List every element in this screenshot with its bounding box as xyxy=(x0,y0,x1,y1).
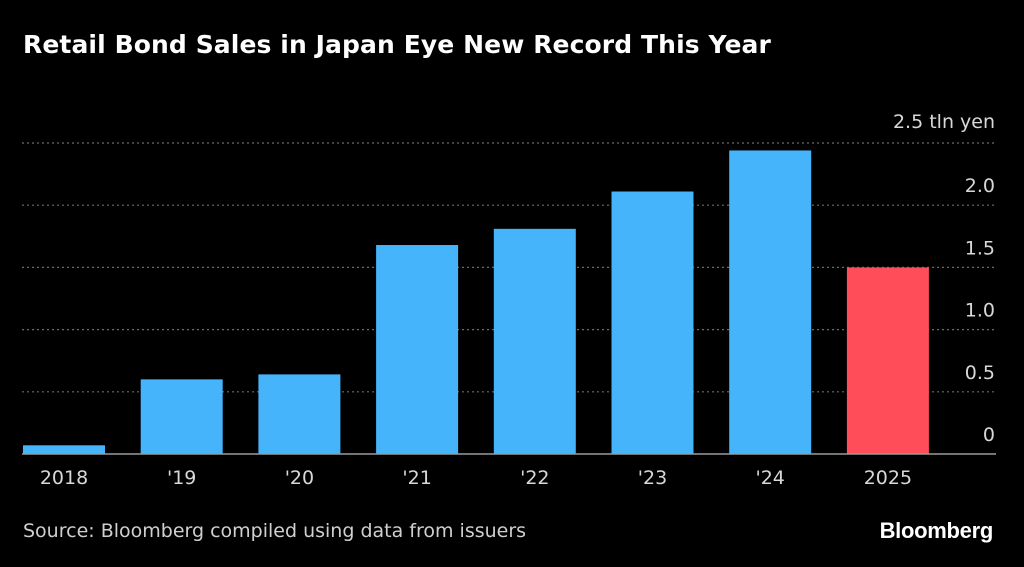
y-tick-label: 1.0 xyxy=(965,300,995,322)
x-tick-label: '19 xyxy=(167,467,196,489)
x-tick-label: '22 xyxy=(520,467,549,489)
bars xyxy=(23,150,929,455)
y-tick-label: 0 xyxy=(983,424,995,446)
bar-7 xyxy=(846,267,929,454)
chart-title: Retail Bond Sales in Japan Eye New Recor… xyxy=(23,30,771,59)
bar-3 xyxy=(376,245,459,454)
x-axis-labels: 2018 '19 '20 '21 '22 '23 '24 2025 xyxy=(40,467,912,489)
x-tick-label: 2018 xyxy=(40,467,88,489)
source-note: Source: Bloomberg compiled using data fr… xyxy=(23,520,527,542)
y-tick-label: 2.5 tln yen xyxy=(893,111,995,133)
y-axis-labels: 0 0.5 1.0 1.5 2.0 2.5 tln yen xyxy=(893,111,995,446)
bar-2 xyxy=(258,374,341,454)
bar-5 xyxy=(611,191,694,455)
bar-0 xyxy=(23,445,105,454)
bar-6 xyxy=(729,150,812,455)
bar-4 xyxy=(493,228,576,454)
y-tick-label: 1.5 xyxy=(965,237,995,259)
y-tick-label: 2.0 xyxy=(965,175,995,197)
x-tick-label: '23 xyxy=(638,467,667,489)
x-tick-label: '20 xyxy=(285,467,314,489)
x-tick-label: '21 xyxy=(402,467,431,489)
x-tick-label: 2025 xyxy=(864,467,912,489)
x-tick-label: '24 xyxy=(755,467,784,489)
bar-1 xyxy=(140,379,223,454)
bloomberg-logo: Bloomberg xyxy=(879,518,994,543)
y-tick-label: 0.5 xyxy=(965,362,995,384)
